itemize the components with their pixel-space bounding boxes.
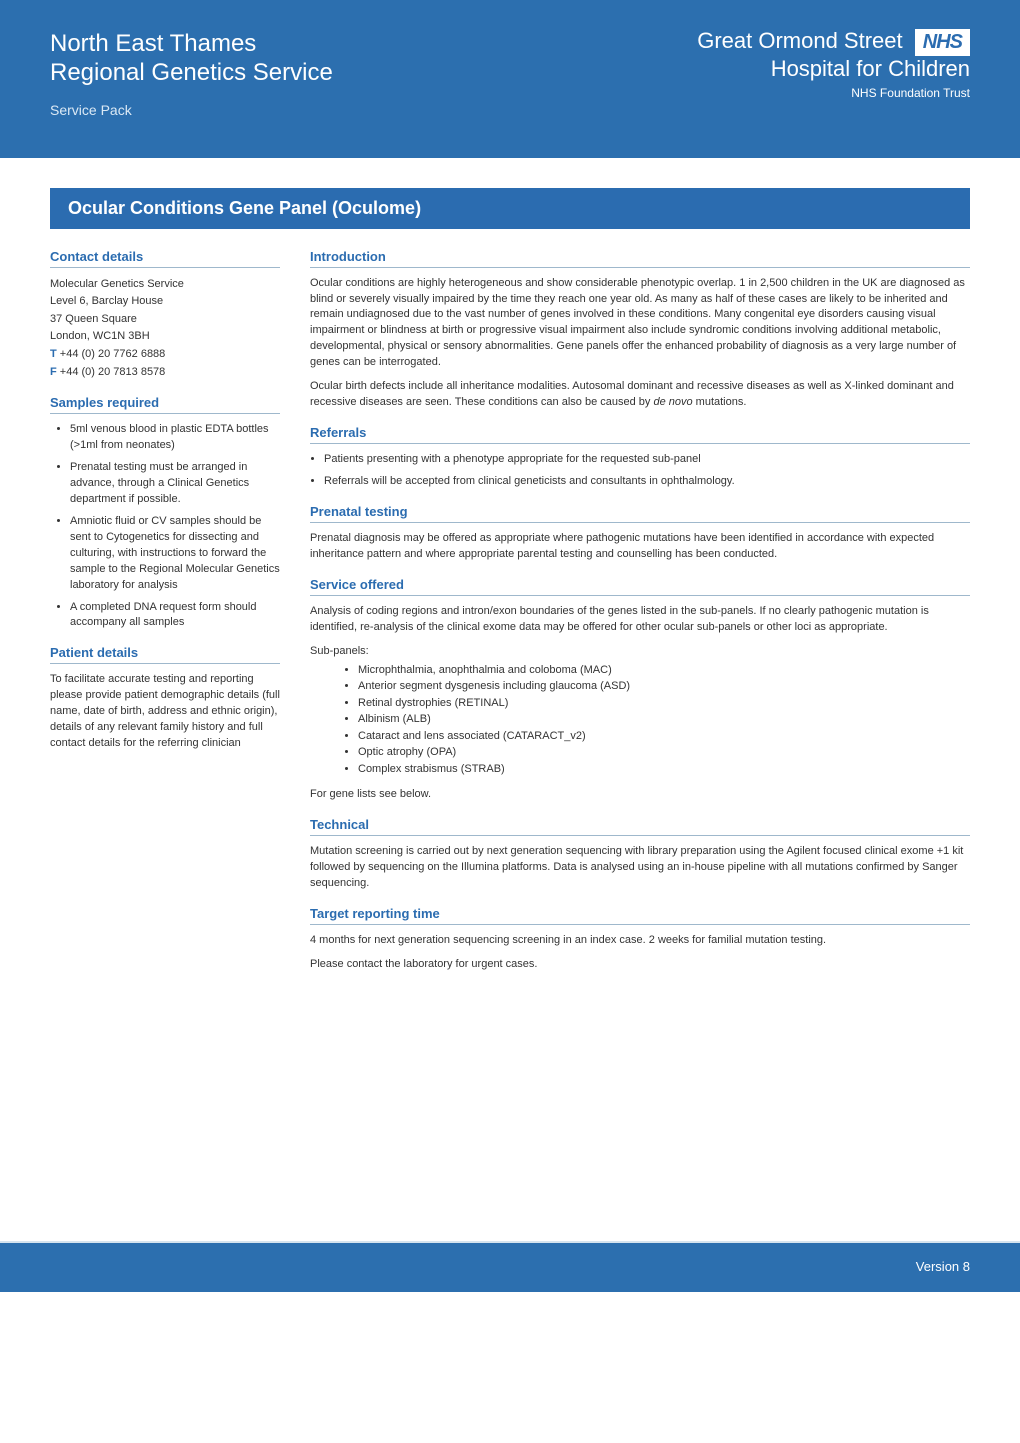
intro-p2-prefix: Ocular birth defects include all inherit… [310, 380, 954, 408]
header-subtitle: Service Pack [50, 102, 970, 118]
header-right-line3: NHS Foundation Trust [697, 86, 970, 100]
contact-line: 37 Queen Square [50, 311, 280, 329]
referrals-heading: Referrals [310, 425, 970, 444]
list-item: Patients presenting with a phenotype app… [324, 452, 970, 468]
fax-number: +44 (0) 20 7813 8578 [57, 366, 166, 378]
subpanels-label: Sub-panels: [310, 644, 970, 660]
tel-label: T [50, 348, 57, 360]
contact-tel: T +44 (0) 20 7762 6888 [50, 346, 280, 364]
target-p2: Please contact the laboratory for urgent… [310, 957, 970, 973]
prenatal-heading: Prenatal testing [310, 504, 970, 523]
prenatal-text: Prenatal diagnosis may be offered as app… [310, 531, 970, 563]
fax-label: F [50, 366, 57, 378]
list-item: Microphthalmia, anophthalmia and colobom… [358, 662, 970, 679]
service-p1: Analysis of coding regions and intron/ex… [310, 604, 970, 636]
page-header: North East Thames Regional Genetics Serv… [0, 0, 1020, 158]
referrals-list: Patients presenting with a phenotype app… [310, 452, 970, 490]
right-column: Introduction Ocular conditions are highl… [310, 249, 970, 981]
list-item: Retinal dystrophies (RETINAL) [358, 695, 970, 712]
list-item: Prenatal testing must be arranged in adv… [70, 460, 280, 508]
nhs-badge: NHS [915, 29, 970, 56]
tel-number: +44 (0) 20 7762 6888 [57, 348, 166, 360]
document-title-bar: Ocular Conditions Gene Panel (Oculome) [50, 188, 970, 229]
list-item: Amniotic fluid or CV samples should be s… [70, 514, 280, 594]
left-column: Contact details Molecular Genetics Servi… [50, 249, 280, 981]
list-item: Referrals will be accepted from clinical… [324, 474, 970, 490]
contact-heading: Contact details [50, 249, 280, 268]
intro-p2-suffix: mutations. [693, 396, 747, 408]
technical-heading: Technical [310, 817, 970, 836]
target-heading: Target reporting time [310, 906, 970, 925]
service-p2: For gene lists see below. [310, 787, 970, 803]
technical-text: Mutation screening is carried out by nex… [310, 844, 970, 892]
list-item: Cataract and lens associated (CATARACT_v… [358, 728, 970, 745]
list-item: Complex strabismus (STRAB) [358, 761, 970, 778]
header-title-line2: Regional Genetics Service [50, 59, 333, 86]
samples-heading: Samples required [50, 395, 280, 414]
header-title-line1: North East Thames [50, 30, 256, 57]
intro-heading: Introduction [310, 249, 970, 268]
contact-line: Molecular Genetics Service [50, 276, 280, 294]
target-p1: 4 months for next generation sequencing … [310, 933, 970, 949]
samples-list: 5ml venous blood in plastic EDTA bottles… [50, 422, 280, 631]
header-right-line2: Hospital for Children [697, 56, 970, 82]
version-label: Version 8 [916, 1259, 970, 1274]
subpanels-list: Microphthalmia, anophthalmia and colobom… [310, 662, 970, 778]
patient-text: To facilitate accurate testing and repor… [50, 672, 280, 752]
service-heading: Service offered [310, 577, 970, 596]
page-footer: Version 8 [0, 1241, 1020, 1292]
list-item: A completed DNA request form should acco… [70, 600, 280, 632]
list-item: Albinism (ALB) [358, 711, 970, 728]
list-item: 5ml venous blood in plastic EDTA bottles… [70, 422, 280, 454]
contact-line: Level 6, Barclay House [50, 293, 280, 311]
patient-heading: Patient details [50, 645, 280, 664]
list-item: Optic atrophy (OPA) [358, 744, 970, 761]
content: Contact details Molecular Genetics Servi… [0, 229, 1020, 1021]
list-item: Anterior segment dysgenesis including gl… [358, 678, 970, 695]
contact-fax: F +44 (0) 20 7813 8578 [50, 364, 280, 382]
intro-p1: Ocular conditions are highly heterogeneo… [310, 276, 970, 372]
contact-line: London, WC1N 3BH [50, 328, 280, 346]
header-right-line1: Great Ormond Street NHS [697, 28, 970, 56]
intro-p2: Ocular birth defects include all inherit… [310, 379, 970, 411]
header-right: Great Ormond Street NHS Hospital for Chi… [697, 28, 970, 100]
intro-p2-italic: de novo [653, 396, 692, 408]
org-name-top: Great Ormond Street [697, 28, 902, 53]
